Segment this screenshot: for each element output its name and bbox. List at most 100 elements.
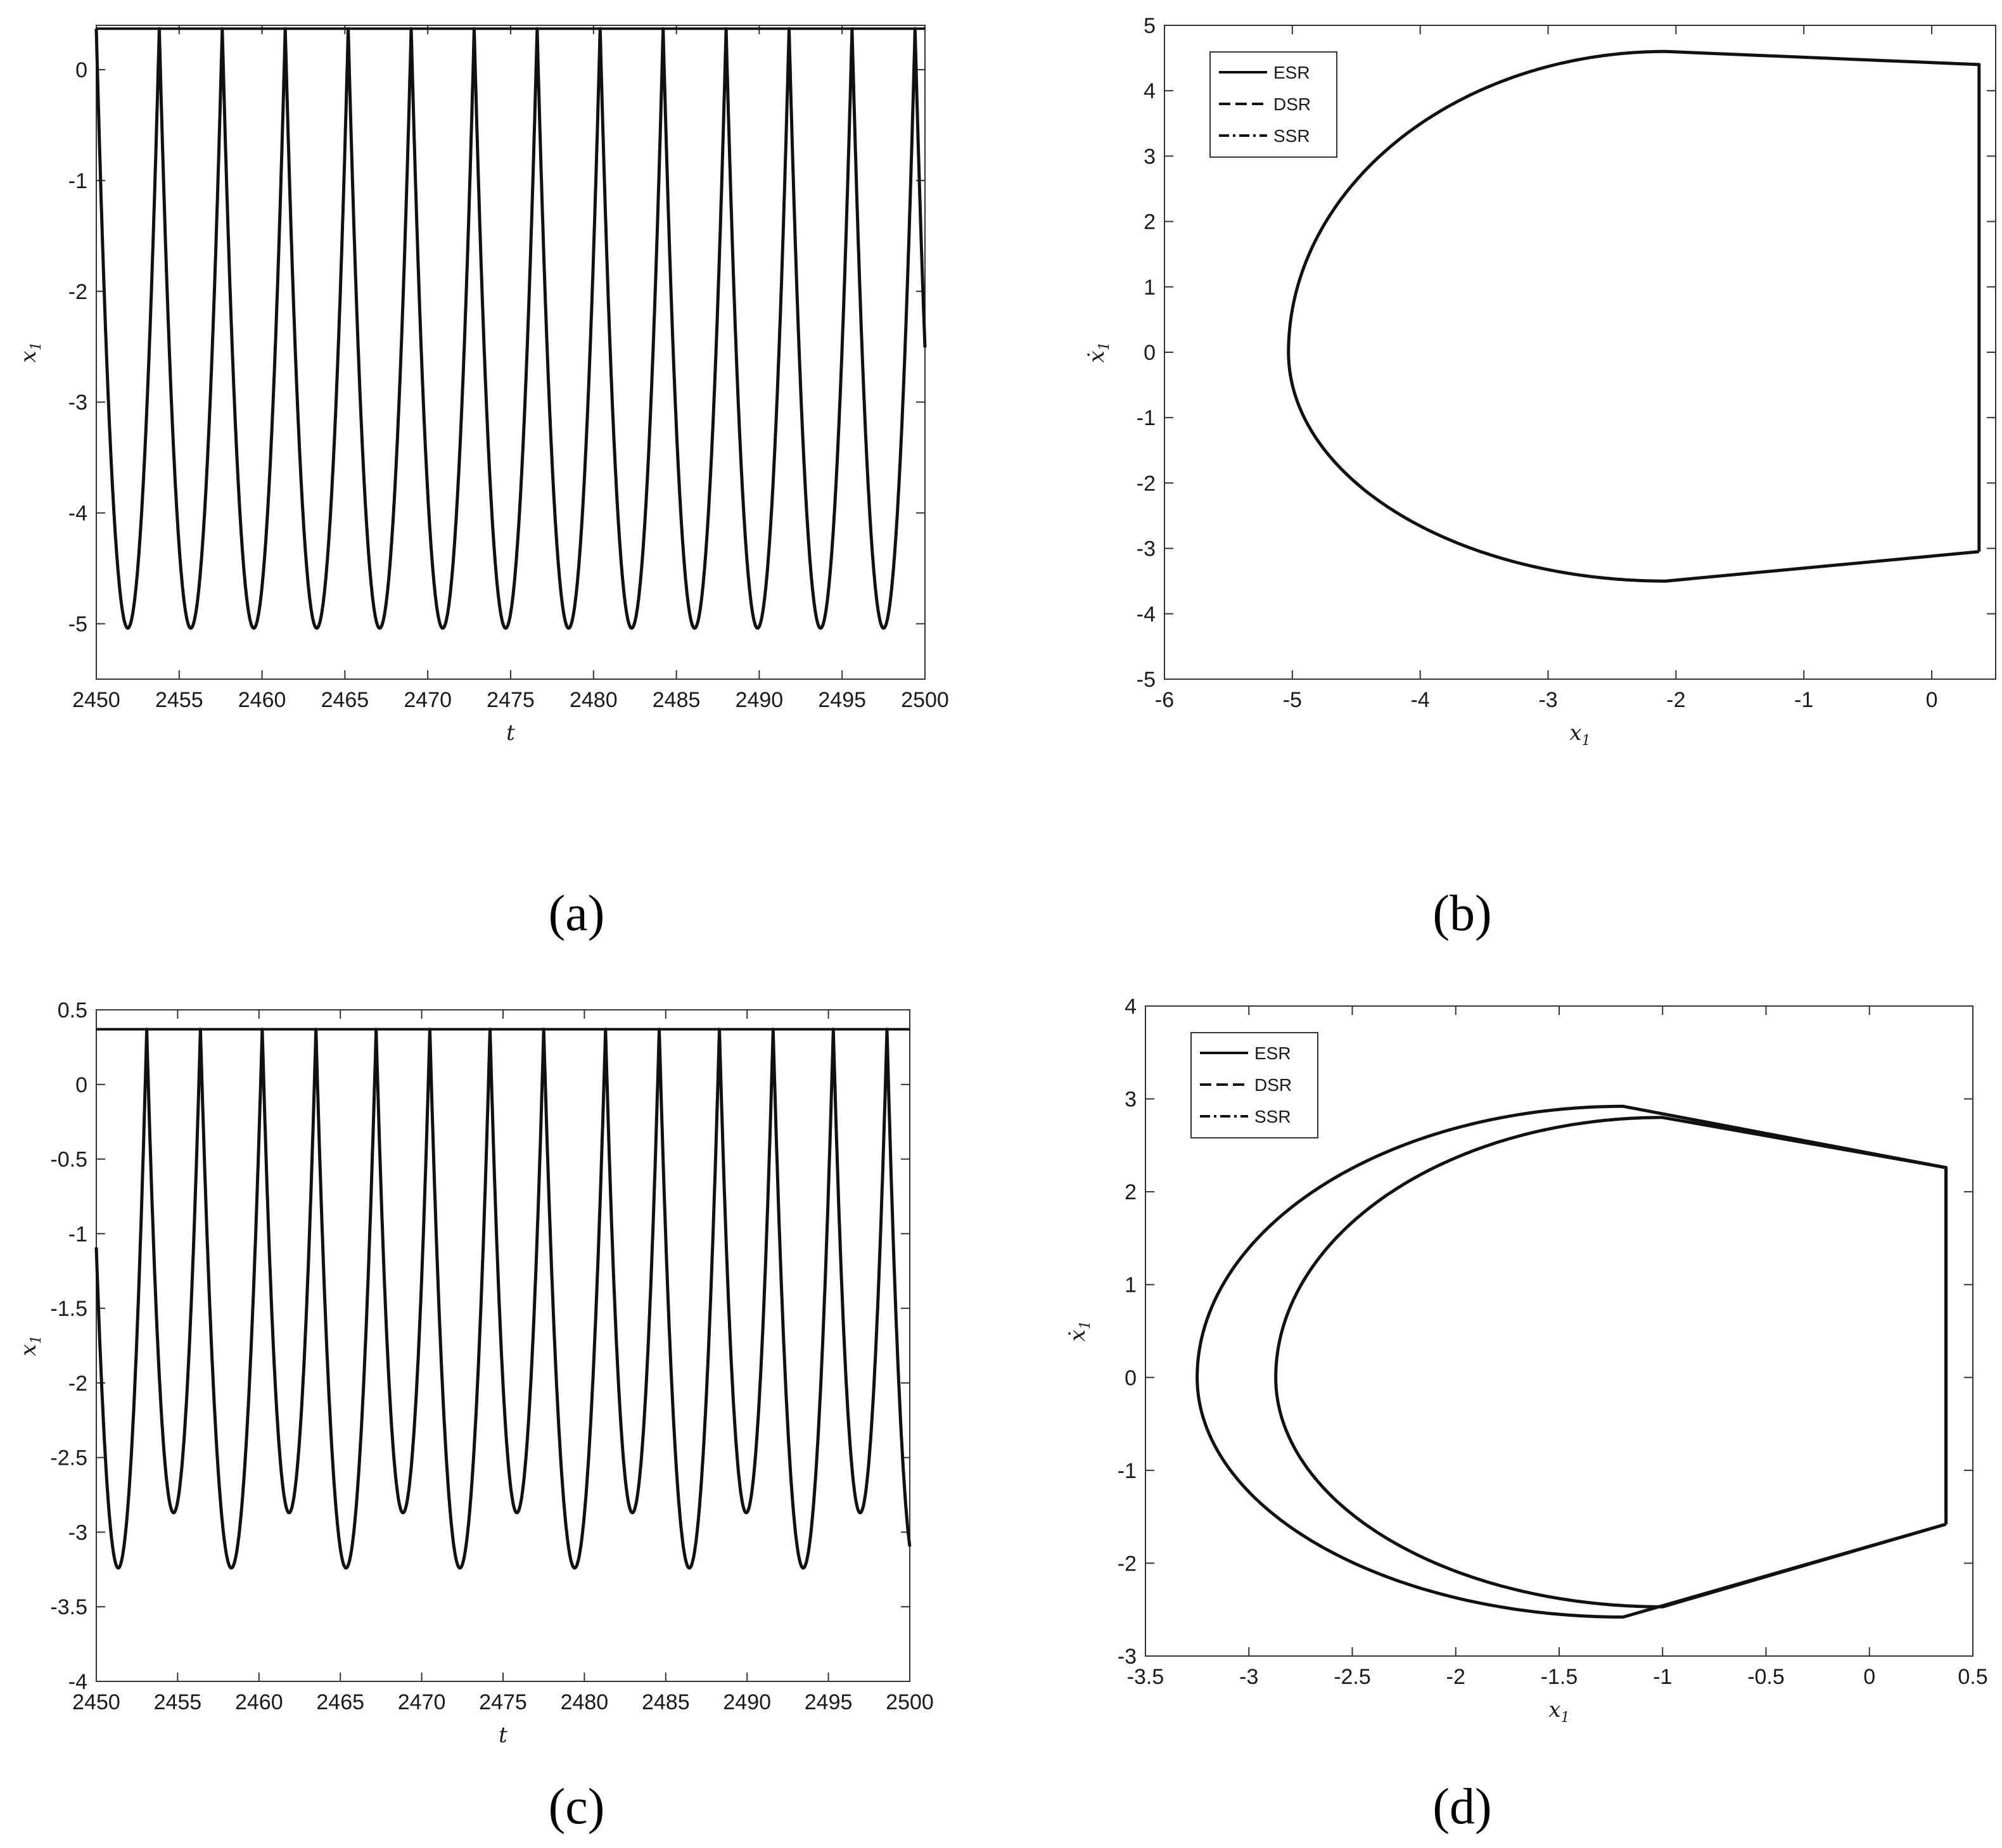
x-tick-label: 2480	[561, 1690, 609, 1714]
x-tick-label: 0.5	[1958, 1665, 1987, 1689]
x-tick-label: 2485	[653, 688, 701, 712]
y-axis-label-subscript: 1	[29, 1335, 44, 1344]
x-tick-label: 0	[1863, 1665, 1875, 1689]
x-axis-label: t	[506, 720, 515, 746]
y-tick-label: 0.5	[58, 998, 87, 1023]
x-tick-label: 2465	[316, 1690, 364, 1714]
x-tick-label: 2490	[723, 1690, 771, 1714]
caption-c: (c)	[549, 1779, 605, 1835]
y-axis-label-subscript: 1	[29, 341, 44, 350]
x-tick-label: 2455	[154, 1690, 202, 1714]
y-tick-label: -2.5	[50, 1446, 87, 1470]
y-tick-label: -1	[1118, 1459, 1137, 1483]
x-tick-label: -0.5	[1747, 1665, 1785, 1689]
y-tick-label: -2	[1118, 1552, 1137, 1576]
x-axis-label-main: t	[506, 720, 515, 746]
y-tick-label: -5	[68, 613, 87, 637]
y-tick-label: -2	[68, 1372, 87, 1396]
y-tick-label: -1.5	[50, 1297, 87, 1321]
y-tick-label: -4	[68, 502, 87, 526]
x-axis-label-subscript: 1	[1582, 733, 1591, 749]
y-axis-label: x1	[16, 1335, 44, 1356]
x-tick-label: 2480	[570, 688, 618, 712]
plot-frame	[96, 1009, 910, 1682]
x-tick-label: 2495	[805, 1690, 853, 1714]
x-tick-label: -1	[1653, 1665, 1672, 1689]
y-tick-label: 1	[1125, 1273, 1137, 1297]
x-tick-label: 2450	[72, 688, 120, 712]
legend-label-ssr: SSR	[1254, 1107, 1291, 1126]
x-tick-label: 2450	[72, 1690, 120, 1714]
y-tick-label: -0.5	[50, 1148, 87, 1172]
panel-d: -3.5 -3 -2.5 -2 -1.5 -1 -0.5 0 0.543210-1-2-3x1ẋ…	[1065, 995, 1988, 1726]
y-tick-label: -5	[1137, 668, 1156, 692]
y-tick-label: -1	[68, 169, 87, 193]
x-tick-label: -6	[1155, 688, 1174, 712]
y-tick-label: 1	[1144, 276, 1156, 300]
x-tick-label: 2460	[235, 1690, 283, 1714]
legend-label-dsr: DSR	[1273, 94, 1311, 114]
y-tick-label: -3.5	[50, 1595, 87, 1619]
x-axis-label-main: t	[499, 1723, 507, 1748]
legend-label-esr: ESR	[1254, 1043, 1291, 1063]
y-tick-label: 0	[1125, 1366, 1137, 1390]
x-tick-label: -5	[1283, 688, 1302, 712]
y-tick-label: -3	[68, 391, 87, 415]
x-tick-label: -3	[1538, 688, 1557, 712]
y-axis-label: ẋ1	[1084, 341, 1113, 362]
x-axis-label: t	[499, 1723, 507, 1748]
y-tick-label: 0	[75, 1073, 87, 1097]
panel-c: 2450 2455 2460 2465 2470 2475 2480 2485 2490 2495…	[16, 998, 934, 1748]
series-x1-time-trace	[94, 1028, 912, 1570]
y-axis-label-main: x	[16, 1344, 41, 1356]
x-tick-label: -2	[1666, 688, 1685, 712]
y-tick-label: 2	[1144, 210, 1156, 234]
y-tick-label: 3	[1125, 1088, 1137, 1112]
panel-b: -6 -5 -4 -3 -2 -1 0543210-1-2-3-4-5x1ẋ1ESRDSRS…	[1084, 14, 1996, 749]
x-tick-label: 0	[1926, 688, 1938, 712]
x-tick-label: 2495	[818, 688, 866, 712]
y-tick-label: 5	[1144, 14, 1156, 38]
panel-a: 2450 2455 2460 2465 2470 2475 2480 2485 2490 2495…	[16, 25, 949, 746]
legend-label-ssr: SSR	[1273, 126, 1310, 146]
x-tick-label: -3.5	[1127, 1665, 1164, 1689]
y-axis-label-subscript: 1	[1078, 1320, 1093, 1329]
x-tick-label: 2485	[642, 1690, 690, 1714]
x-tick-label: -1.5	[1541, 1665, 1578, 1689]
y-tick-label: 0	[75, 58, 87, 82]
x-tick-label: -1	[1794, 688, 1813, 712]
series-x1-time-trace	[94, 27, 927, 630]
y-axis-label-main: ẋ	[1065, 1329, 1090, 1341]
x-tick-label: -4	[1411, 688, 1430, 712]
phase-loop-1	[1287, 49, 1981, 583]
legend-box	[1209, 51, 1337, 158]
phase-loop-1	[1195, 1104, 1948, 1619]
x-axis-label: x1	[1548, 1697, 1569, 1726]
y-tick-label: -3	[68, 1520, 87, 1545]
x-tick-label: 2470	[404, 688, 452, 712]
x-tick-label: 2465	[321, 688, 369, 712]
y-tick-label: 4	[1144, 79, 1156, 103]
y-axis-label-main: ẋ	[1084, 350, 1109, 362]
caption-a: (a)	[549, 886, 605, 941]
y-tick-label: -1	[68, 1222, 87, 1246]
y-axis-label-subscript: 1	[1097, 341, 1113, 350]
x-axis-label-main: x	[1569, 720, 1581, 746]
x-tick-label: 2455	[155, 688, 203, 712]
caption-d: (d)	[1432, 1779, 1491, 1835]
x-tick-label: 2475	[479, 1690, 527, 1714]
x-tick-label: 2460	[238, 688, 286, 712]
y-tick-label: -4	[1137, 602, 1156, 627]
y-tick-label: 4	[1125, 995, 1137, 1019]
y-axis-label: x1	[16, 341, 44, 362]
x-tick-label: 2470	[398, 1690, 446, 1714]
y-tick-label: -3	[1137, 537, 1156, 561]
x-axis-label-main: x	[1548, 1697, 1560, 1723]
x-axis-label-subscript: 1	[1561, 1710, 1570, 1726]
y-tick-label: -1	[1137, 406, 1156, 430]
y-tick-label: -2	[68, 280, 87, 304]
x-tick-label: 2475	[487, 688, 535, 712]
x-tick-label: -2.5	[1334, 1665, 1371, 1689]
x-tick-label: 2500	[886, 1690, 934, 1714]
